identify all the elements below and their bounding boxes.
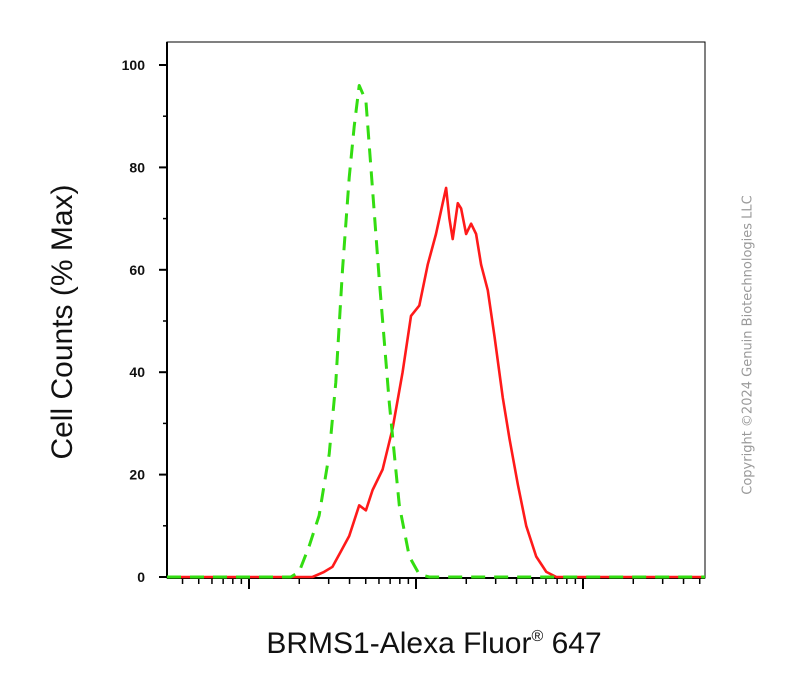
y-axis-label: Cell Counts (% Max) [46, 184, 79, 460]
y-tick-label: 40 [129, 364, 145, 380]
y-tick-label: 60 [129, 262, 145, 278]
copyright-watermark: Copyright ©2024 Genuin Biotechnologies L… [740, 195, 756, 495]
control-series-line [167, 84, 705, 579]
y-tick-label: 0 [137, 569, 145, 585]
plot-frame [166, 41, 706, 579]
x-axis-label-main: BRMS1-Alexa Fluor [266, 627, 532, 660]
x-axis-label: BRMS1-Alexa Fluor® 647 [0, 627, 788, 661]
x-axis-label-tail: 647 [543, 627, 602, 660]
y-tick-label: 20 [129, 467, 145, 483]
y-tick-label: 80 [129, 159, 145, 175]
y-tick-label: 100 [122, 57, 146, 73]
sample-series-line [167, 186, 705, 579]
registered-mark: ® [531, 628, 544, 645]
